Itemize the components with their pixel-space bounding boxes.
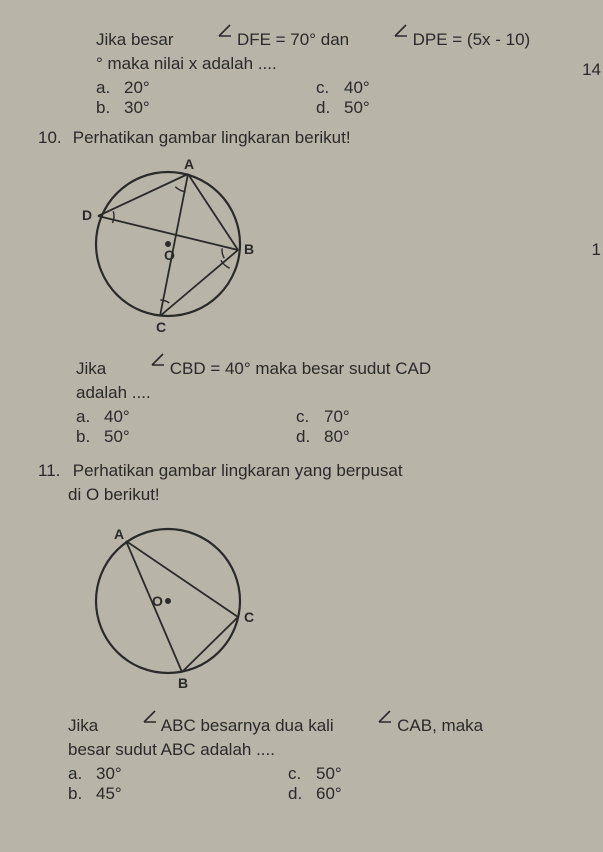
q11-opt-b[interactable]: b.45° bbox=[68, 784, 288, 804]
q9-opts-row2: b.30° d.50° bbox=[38, 98, 591, 118]
q9-opt-d[interactable]: d.50° bbox=[316, 98, 476, 118]
angle-icon bbox=[378, 710, 392, 724]
q11-prompt-text1: Perhatikan gambar lingkaran yang berpusa… bbox=[73, 461, 403, 480]
q9-t3: DPE = (5x - 10) bbox=[413, 30, 531, 49]
q11-prompt: 11. Perhatikan gambar lingkaran yang ber… bbox=[38, 461, 591, 481]
q10-figure: A B C D O bbox=[78, 154, 268, 339]
angle-icon bbox=[218, 24, 232, 38]
svg-text:A: A bbox=[114, 526, 124, 542]
svg-text:D: D bbox=[82, 207, 92, 223]
q11-num: 11. bbox=[38, 461, 68, 481]
svg-text:C: C bbox=[244, 609, 254, 625]
q9-opt-a[interactable]: a.20° bbox=[96, 78, 316, 98]
angle-icon bbox=[143, 710, 157, 724]
q11-line4: besar sudut ABC adalah .... bbox=[38, 740, 591, 760]
q9-t1: Jika besar bbox=[96, 30, 178, 49]
q10-opt-d[interactable]: d.80° bbox=[296, 427, 456, 447]
q10-line4: adalah .... bbox=[38, 383, 591, 403]
q9-opt-b[interactable]: b.30° bbox=[96, 98, 316, 118]
q11-opts-row2: b.45° d.60° bbox=[38, 784, 591, 804]
q11-figure: A B C O bbox=[78, 511, 268, 696]
q11-line3: Jika ABC besarnya dua kali CAB, maka bbox=[38, 704, 591, 736]
q11-opts-row1: a.30° c.50° bbox=[38, 764, 591, 784]
edge-text-14: 14 bbox=[582, 60, 601, 80]
q9-opts-row1: a.20° c.40° 14 bbox=[38, 78, 591, 98]
svg-text:B: B bbox=[178, 675, 188, 691]
q10-opt-c[interactable]: c.70° bbox=[296, 407, 456, 427]
edge-text-1: 1 bbox=[592, 240, 601, 260]
q10-opts-row1: a.40° c.70° bbox=[38, 407, 591, 427]
q10-prompt: 10. Perhatikan gambar lingkaran berikut! bbox=[38, 128, 591, 148]
q10-opt-b[interactable]: b.50° bbox=[76, 427, 296, 447]
svg-text:A: A bbox=[184, 156, 194, 172]
angle-icon bbox=[151, 353, 165, 367]
q10-prompt-text: Perhatikan gambar lingkaran berikut! bbox=[73, 128, 351, 147]
q10-opts-row2: b.50° d.80° bbox=[38, 427, 591, 447]
q10-line3: Jika CBD = 40° maka besar sudut CAD bbox=[38, 347, 591, 379]
q9-line1: Jika besar DFE = 70° dan DPE = (5x - 10) bbox=[38, 18, 591, 50]
angle-icon bbox=[394, 24, 408, 38]
q9-opt-c[interactable]: c.40° bbox=[316, 78, 476, 98]
svg-text:C: C bbox=[156, 319, 166, 335]
q9-line2: ° maka nilai x adalah .... bbox=[38, 54, 591, 74]
q10-opt-a[interactable]: a.40° bbox=[76, 407, 296, 427]
svg-text:O: O bbox=[164, 247, 175, 263]
q11-prompt2: di O berikut! bbox=[38, 485, 591, 505]
q11-opt-d[interactable]: d.60° bbox=[288, 784, 448, 804]
svg-text:B: B bbox=[244, 241, 254, 257]
q11-opt-a[interactable]: a.30° bbox=[68, 764, 288, 784]
q9-t2: DFE = 70° dan bbox=[237, 30, 354, 49]
q10-num: 10. bbox=[38, 128, 68, 148]
q11-opt-c[interactable]: c.50° bbox=[288, 764, 448, 784]
svg-text:O: O bbox=[152, 593, 163, 609]
